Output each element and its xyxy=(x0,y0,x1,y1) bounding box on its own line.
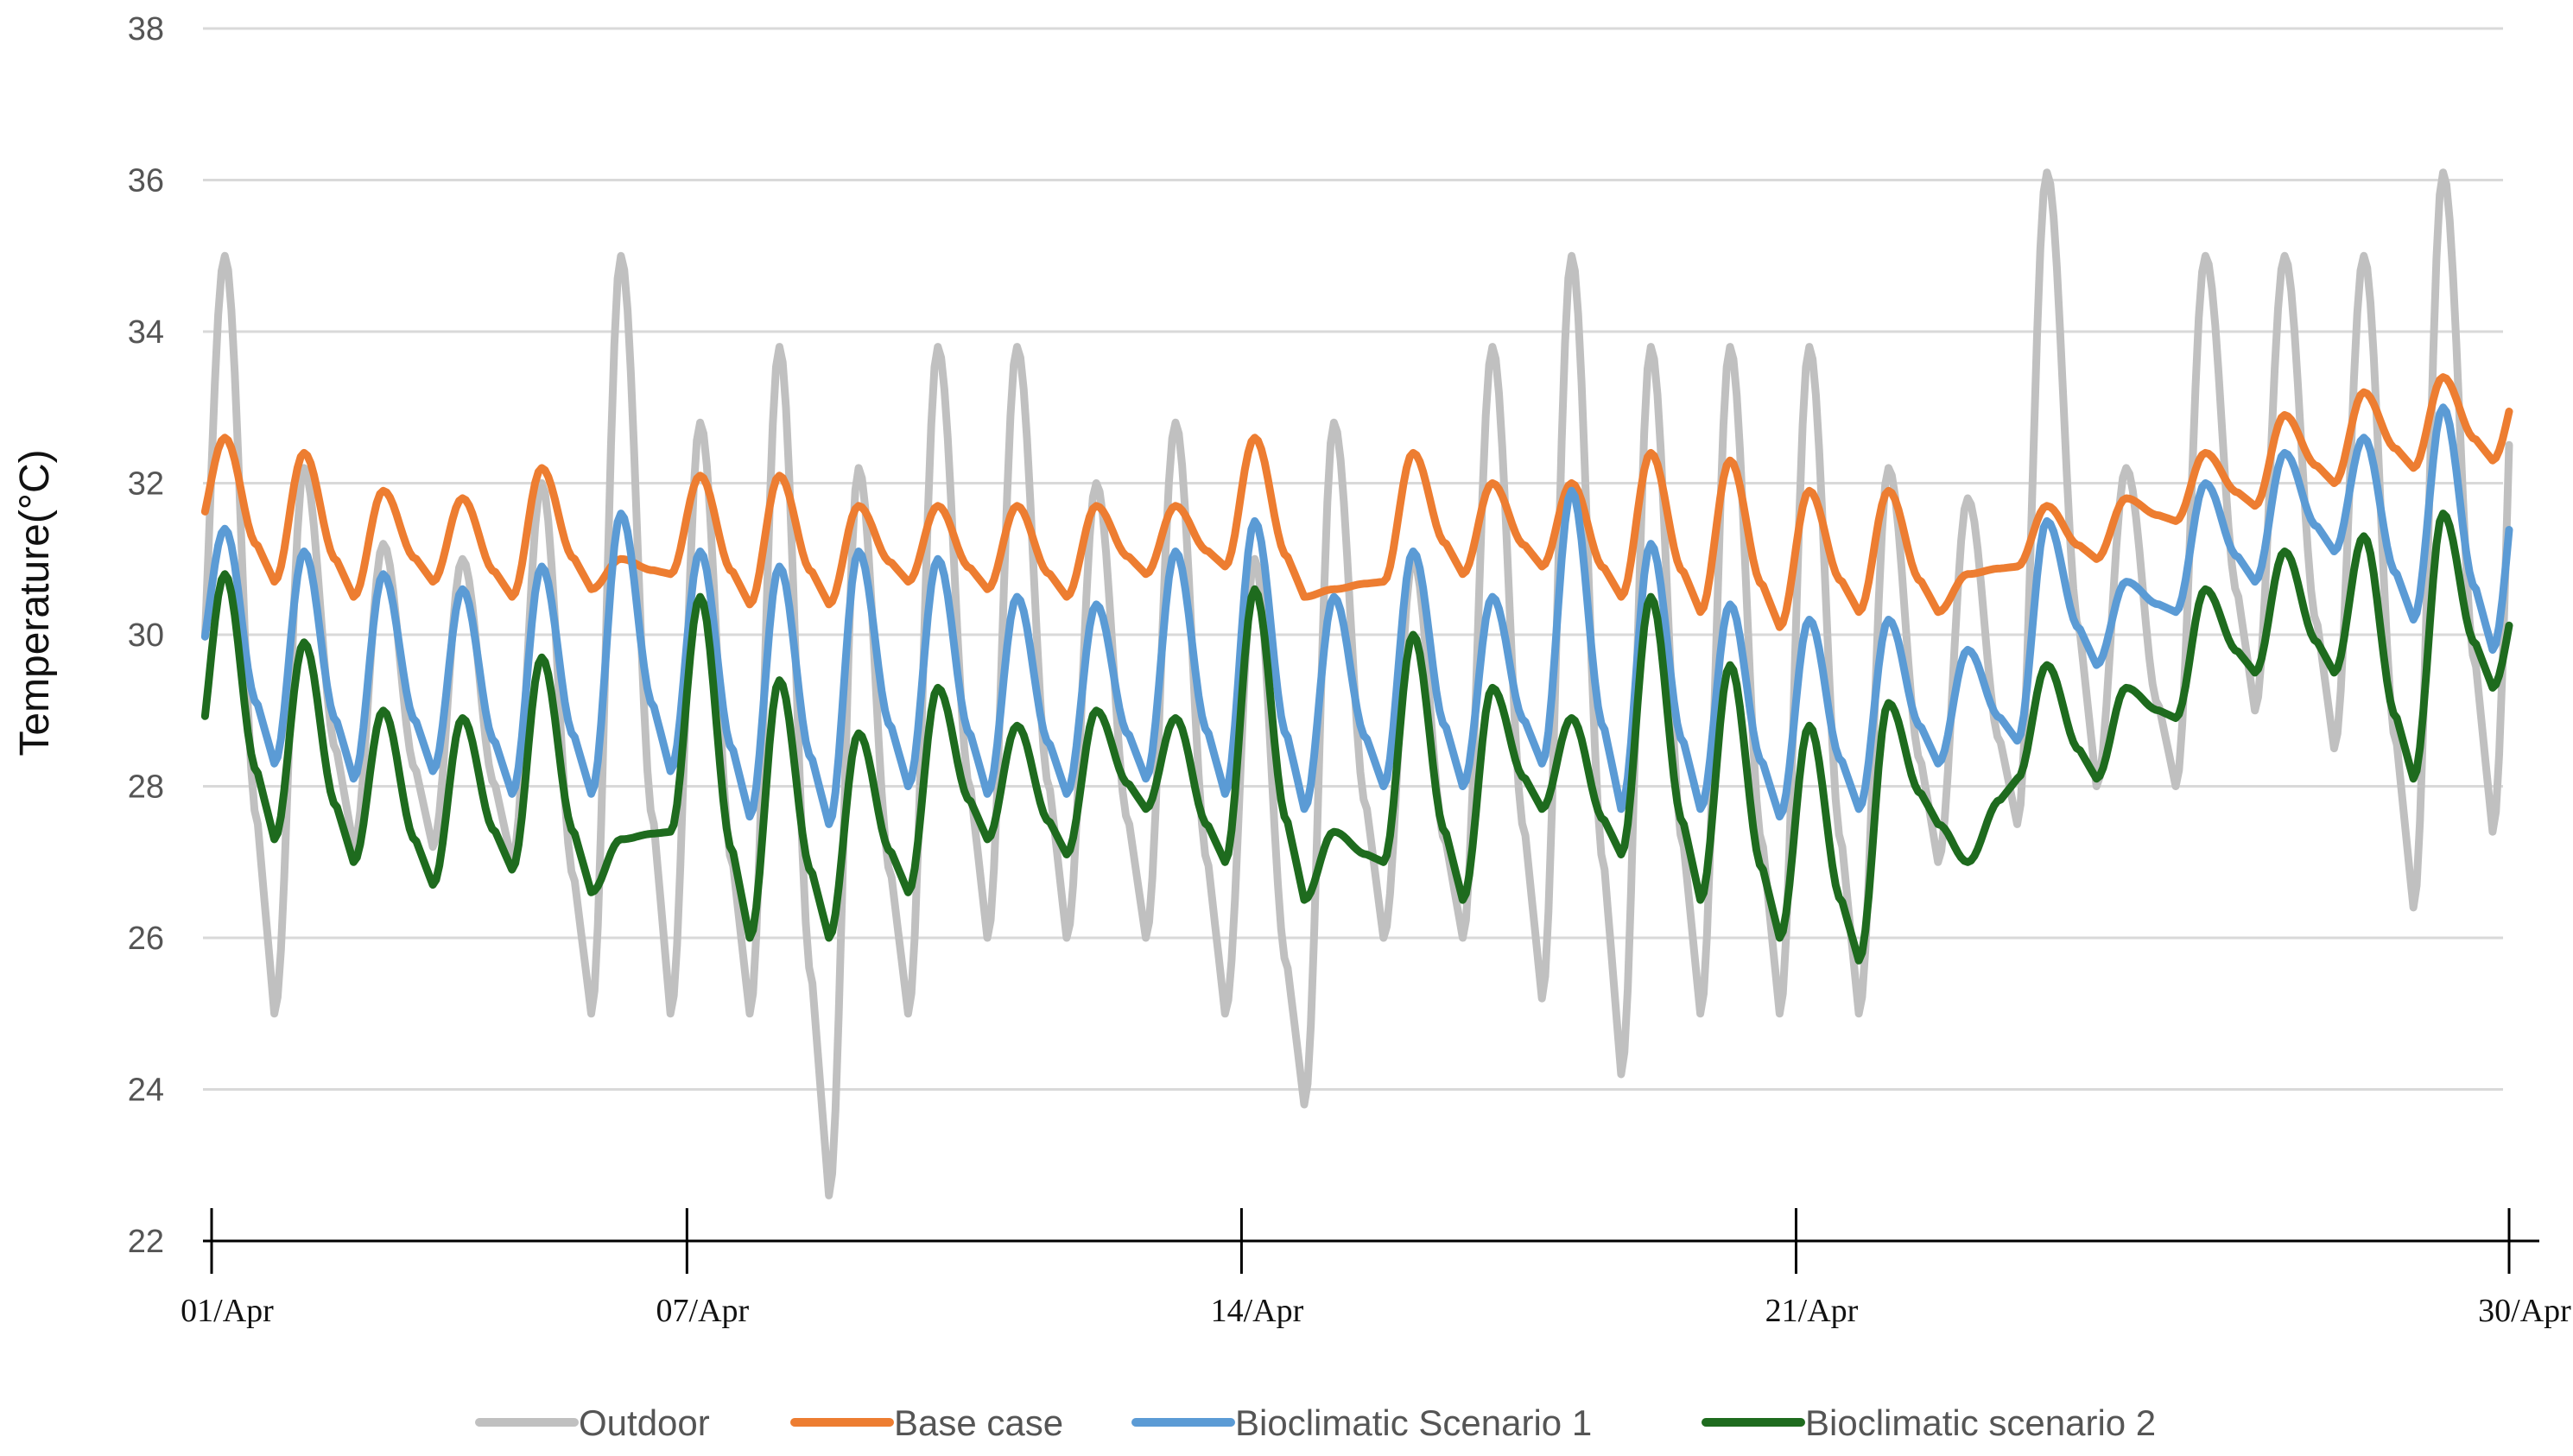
y-axis-ticks: 22 24 26 28 30 32 34 36 38 xyxy=(128,11,164,1260)
x-tick-label: 21/Apr xyxy=(1765,1293,1859,1329)
y-tick-label: 34 xyxy=(128,314,164,351)
y-axis-label: Temperature(°C) xyxy=(12,449,58,756)
y-tick-label: 38 xyxy=(128,11,164,47)
y-tick-label: 24 xyxy=(128,1073,164,1109)
series-line-outdoor xyxy=(200,168,2513,1200)
series-line-bioclimatic-scenario-1 xyxy=(200,403,2513,828)
series-lines xyxy=(200,168,2513,1200)
x-tick-label: 01/Apr xyxy=(181,1293,274,1329)
series-line-bioclimatic-scenario-2 xyxy=(200,510,2513,965)
y-tick-label: 36 xyxy=(128,163,164,199)
y-tick-label: 26 xyxy=(128,921,164,957)
legend-label: Bioclimatic scenario 2 xyxy=(1805,1402,2156,1443)
y-tick-label: 32 xyxy=(128,466,164,503)
legend-label: Outdoor xyxy=(579,1402,710,1443)
y-tick-label: 28 xyxy=(128,769,164,806)
y-tick-label: 22 xyxy=(128,1224,164,1260)
x-tick-label: 14/Apr xyxy=(1211,1293,1304,1329)
series-line-base-case xyxy=(200,373,2513,631)
x-axis-ticks: 01/Apr 07/Apr 14/Apr 21/Apr 30/Apr xyxy=(181,1208,2571,1329)
legend-label: Bioclimatic Scenario 1 xyxy=(1235,1402,1592,1443)
legend-label: Base case xyxy=(894,1402,1063,1443)
x-tick-label: 30/Apr xyxy=(2478,1293,2571,1329)
y-tick-label: 30 xyxy=(128,617,164,654)
x-tick-label: 07/Apr xyxy=(656,1293,750,1329)
legend: Outdoor Base case Bioclimatic Scenario 1 Bi… xyxy=(475,1402,2156,1443)
